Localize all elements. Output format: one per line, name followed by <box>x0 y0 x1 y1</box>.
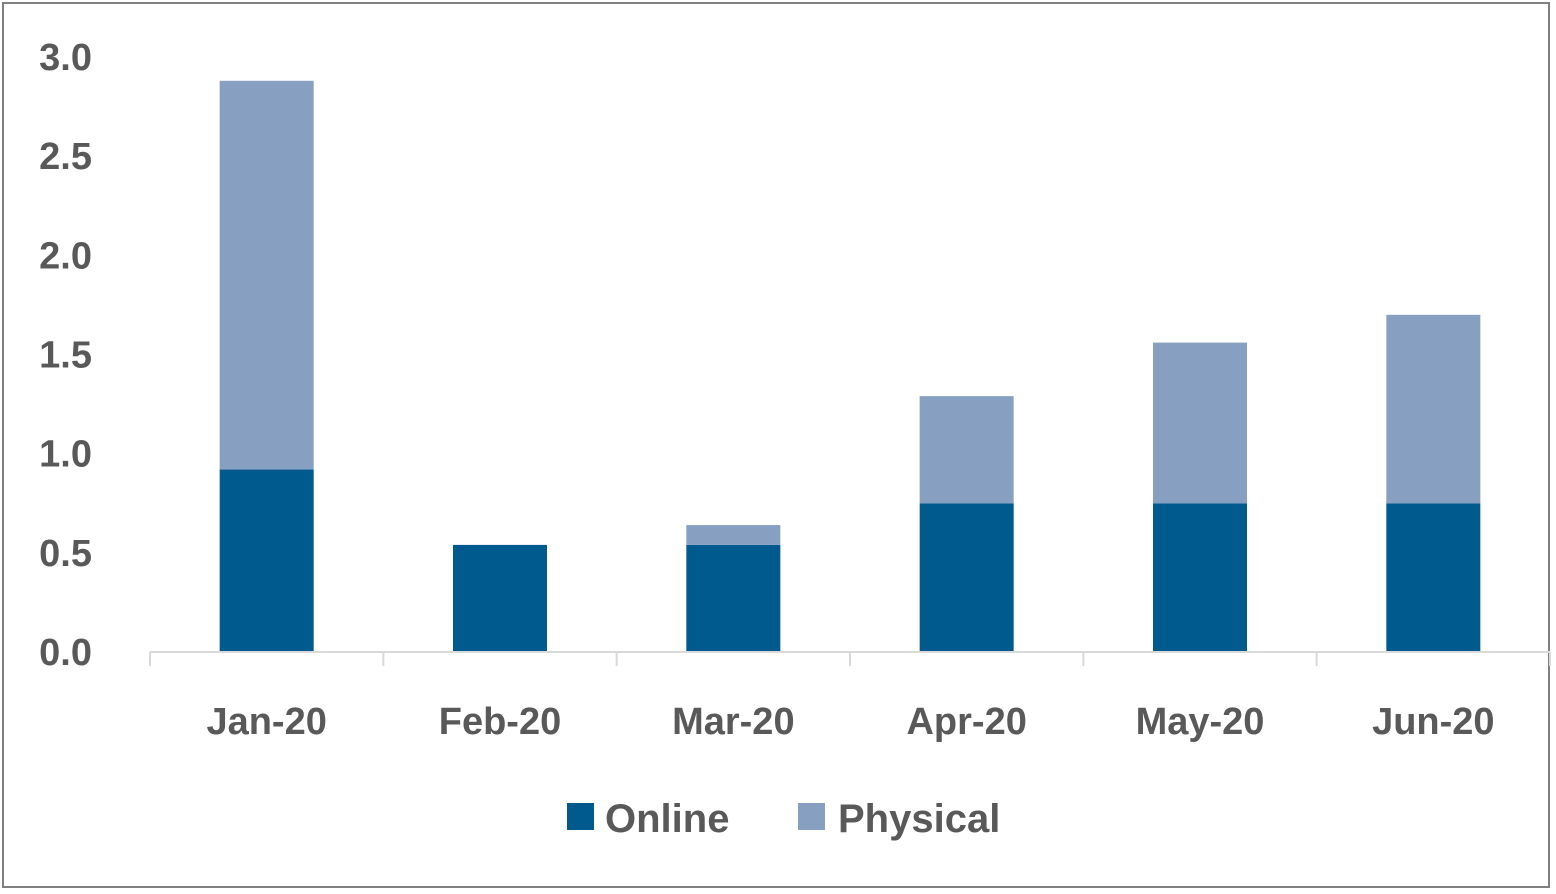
y-tick-label: 3.0 <box>39 37 92 79</box>
bar-physical-may-20 <box>1153 342 1247 504</box>
legend-swatch-online <box>567 803 594 830</box>
x-tick-label: Apr-20 <box>906 701 1026 743</box>
y-tick-label: 2.0 <box>39 235 92 277</box>
bar-physical-apr-20 <box>919 396 1014 504</box>
y-tick-label: 0.0 <box>39 632 92 674</box>
x-axis-labels: Jan-20 Feb-20 Mar-20 Apr-20 May-20 Jun-20 <box>206 701 1494 743</box>
y-tick-label: 1.5 <box>39 335 92 377</box>
bar-online-jun-20 <box>1386 503 1481 652</box>
x-tick-label: Mar-20 <box>672 701 795 743</box>
bar-online-apr-20 <box>919 503 1014 652</box>
bar-online-may-20 <box>1153 503 1247 652</box>
x-tick-label: May-20 <box>1136 701 1265 743</box>
x-tick-label: Jan-20 <box>206 701 326 743</box>
bar-physical-jun-20 <box>1386 314 1481 504</box>
bar-physical-mar-20 <box>686 525 781 545</box>
y-tick-label: 0.5 <box>39 533 92 575</box>
bar-online-feb-20 <box>453 544 547 652</box>
x-tick-label: Feb-20 <box>439 701 561 743</box>
x-tick-label: Jun-20 <box>1372 701 1494 743</box>
bars <box>219 80 1481 652</box>
y-axis-ticks: 0.0 0.5 1.0 1.5 2.0 2.5 3.0 <box>39 37 92 674</box>
legend-label-physical: Physical <box>838 797 1000 841</box>
y-tick-label: 2.5 <box>39 136 92 178</box>
legend-label-online: Online <box>605 797 729 841</box>
y-tick-label: 1.0 <box>39 434 92 476</box>
bar-physical-jan-20 <box>219 80 314 470</box>
legend: Online Physical <box>567 797 1000 841</box>
bar-online-mar-20 <box>686 544 781 652</box>
bar-online-jan-20 <box>219 469 314 652</box>
legend-swatch-physical <box>798 803 825 830</box>
x-axis <box>149 651 1551 666</box>
